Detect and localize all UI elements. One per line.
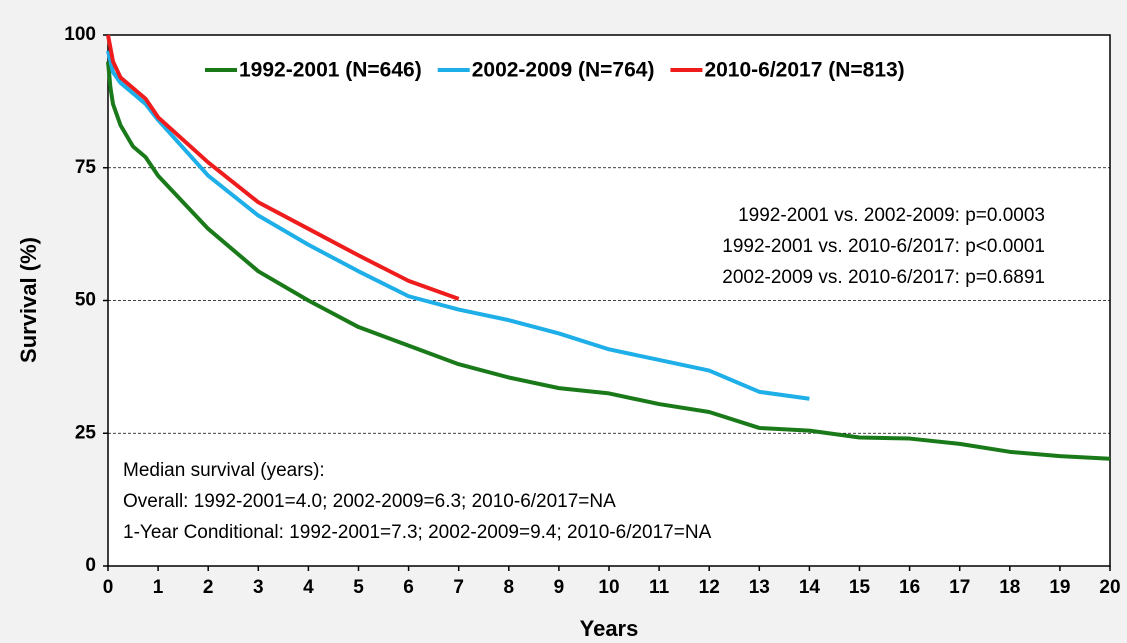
y-axis-label: Survival (%) (16, 237, 41, 363)
x-tick-label: 18 (999, 577, 1020, 598)
legend-label: 2002-2009 (N=764) (472, 59, 655, 82)
x-tick-label: 16 (899, 577, 920, 598)
x-tick-label: 1 (153, 577, 164, 598)
median-note: Median survival (years): (123, 460, 325, 481)
p-value-note: 1992-2001 vs. 2010-6/2017: p<0.0001 (722, 236, 1045, 257)
survival-line (106, 34, 460, 301)
x-tick-label: 8 (504, 577, 515, 598)
plot-border (107, 34, 1111, 567)
p-value-note: 1992-2001 vs. 2002-2009: p=0.0003 (738, 205, 1045, 226)
survival-line (106, 61, 1111, 461)
x-tick-label: 4 (303, 577, 314, 598)
x-tick-label: 15 (849, 577, 871, 598)
x-tick-label: 11 (649, 577, 670, 598)
median-note: 1-Year Conditional: 1992-2001=7.3; 2002-… (123, 522, 712, 543)
x-tick-label: 9 (554, 577, 565, 598)
x-tick-label: 0 (103, 577, 114, 598)
x-tick-label: 5 (353, 577, 364, 598)
y-tick-label: 100 (64, 24, 96, 45)
x-tick-label: 10 (598, 577, 619, 598)
survival-line (106, 50, 810, 401)
legend-label: 1992-2001 (N=646) (239, 59, 422, 82)
x-tick-label: 7 (453, 577, 464, 598)
p-value-note: 2002-2009 vs. 2010-6/2017: p=0.6891 (722, 267, 1045, 288)
x-tick-label: 13 (749, 577, 770, 598)
x-tick-label: 20 (1099, 577, 1120, 598)
x-tick-label: 2 (203, 577, 214, 598)
x-tick-label: 6 (403, 577, 414, 598)
x-tick-label: 19 (1049, 577, 1070, 598)
x-tick-label: 17 (949, 577, 970, 598)
x-tick-label: 3 (253, 577, 264, 598)
x-tick-label: 12 (699, 577, 720, 598)
median-note: Overall: 1992-2001=4.0; 2002-2009=6.3; 2… (123, 491, 616, 512)
x-axis-label: Years (580, 616, 639, 641)
y-tick-label: 25 (75, 422, 97, 443)
y-tick-label: 75 (75, 157, 97, 178)
x-tick-label: 14 (799, 577, 821, 598)
y-tick-label: 0 (85, 555, 96, 576)
legend-label: 2010-6/2017 (N=813) (704, 59, 904, 82)
y-tick-label: 50 (75, 290, 96, 311)
